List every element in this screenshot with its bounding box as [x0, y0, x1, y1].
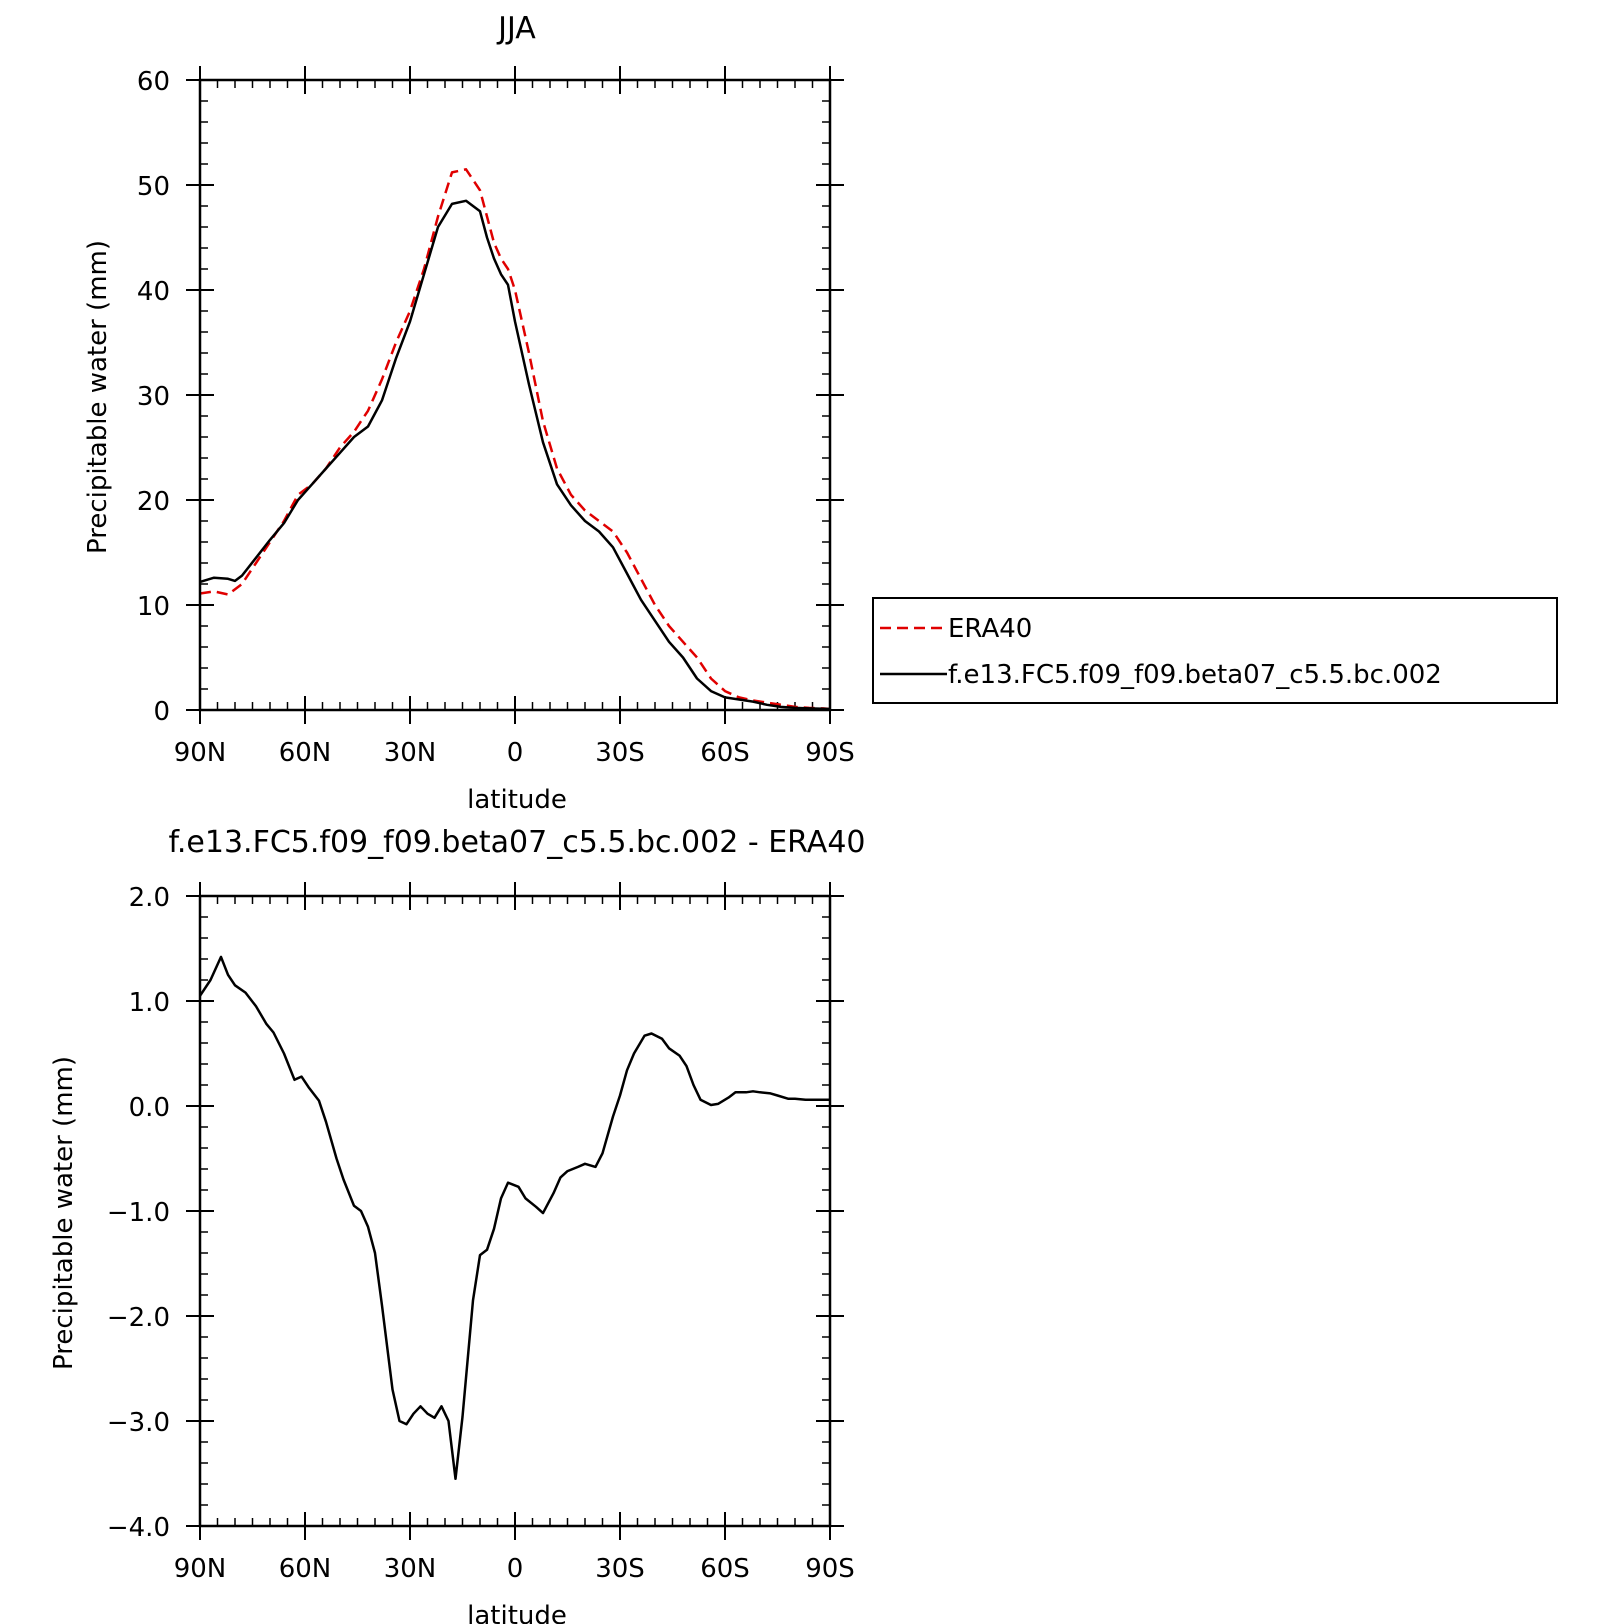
bottom-x-axis-label: latitude	[467, 1601, 567, 1624]
top-y-tick-label: 50	[137, 172, 170, 202]
top-x-tick-label: 30N	[384, 738, 437, 768]
bottom-x-tick-label: 0	[507, 1554, 524, 1584]
bottom-y-tick-label: −1.0	[107, 1198, 170, 1228]
bottom-panel-difference: f.e13.FC5.f09_f09.beta07_c5.5.bc.002 - E…	[49, 825, 866, 1624]
difference-line	[198, 955, 830, 1481]
top-x-tick-label: 90N	[174, 738, 227, 768]
top-x-tick-label: 30S	[595, 738, 645, 768]
bottom-x-tick-label: 30N	[384, 1554, 437, 1584]
bottom-x-tick-label: 60S	[700, 1554, 750, 1584]
top-x-axis-label: latitude	[467, 785, 567, 815]
top-ticks: 90N 60N 30N 0 30S 60S 90S 0 10 20 30 40 50 60	[137, 66, 855, 768]
bottom-ticks: 90N 60N 30N 0 30S 60S 90S 2.0 1.0 0.0 −1.0 −2.0 −3.0…	[107, 882, 855, 1584]
legend-era40-label: ERA40	[948, 614, 1032, 644]
bottom-y-tick-label: −3.0	[107, 1408, 170, 1438]
bottom-series	[198, 955, 830, 1481]
bottom-plot-frame	[198, 894, 832, 1528]
bottom-x-tick-label: 60N	[279, 1554, 332, 1584]
top-panel-jja: JJA Precipitable water (mm) latitude 90N…	[83, 11, 1558, 815]
bottom-y-tick-label: −4.0	[107, 1513, 170, 1543]
top-y-tick-label: 30	[137, 382, 170, 412]
bottom-y-axis-label: Precipitable water (mm)	[49, 1056, 79, 1370]
top-series	[199, 168, 831, 711]
bottom-y-tick-label: 1.0	[129, 988, 170, 1018]
legend-box	[872, 597, 1558, 704]
bottom-y-tick-label: −2.0	[107, 1303, 170, 1333]
bottom-chart-title: f.e13.FC5.f09_f09.beta07_c5.5.bc.002 - E…	[169, 825, 866, 860]
top-y-tick-label: 60	[137, 67, 170, 97]
top-plot-frame	[198, 78, 832, 712]
bottom-y-tick-label: 0.0	[129, 1093, 170, 1123]
top-chart-title: JJA	[496, 11, 536, 46]
bottom-x-tick-label: 30S	[595, 1554, 645, 1584]
top-x-tick-label: 0	[507, 738, 524, 768]
top-y-axis-label: Precipitable water (mm)	[83, 240, 113, 554]
bottom-y-tick-label: 2.0	[129, 883, 170, 913]
top-x-tick-label: 60S	[700, 738, 750, 768]
top-x-tick-label: 90S	[805, 738, 855, 768]
legend-model-label: f.e13.FC5.f09_f09.beta07_c5.5.bc.002	[948, 660, 1442, 690]
top-y-tick-label: 10	[137, 592, 170, 622]
era40-line	[199, 168, 831, 711]
top-y-tick-label: 0	[153, 697, 170, 727]
bottom-x-tick-label: 90N	[174, 1554, 227, 1584]
legend: ERA40 f.e13.FC5.f09_f09.beta07_c5.5.bc.0…	[872, 597, 1558, 704]
model-line	[199, 199, 831, 711]
top-y-tick-label: 40	[137, 277, 170, 307]
top-x-tick-label: 60N	[279, 738, 332, 768]
top-y-tick-label: 20	[137, 487, 170, 517]
bottom-x-tick-label: 90S	[805, 1554, 855, 1584]
